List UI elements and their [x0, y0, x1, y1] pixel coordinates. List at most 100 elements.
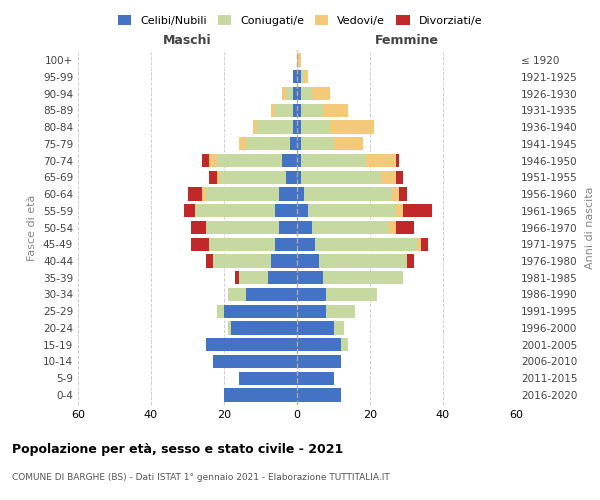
Bar	[326, 304, 355, 318]
Bar	[297, 338, 341, 351]
Bar	[184, 204, 195, 218]
Text: Maschi: Maschi	[163, 34, 212, 46]
Bar	[283, 87, 286, 100]
Bar	[301, 70, 304, 84]
Bar	[367, 154, 395, 167]
Bar	[293, 104, 297, 117]
Bar	[293, 70, 297, 84]
Bar	[220, 170, 286, 184]
Bar	[297, 137, 301, 150]
Text: Femmine: Femmine	[374, 34, 439, 46]
Bar	[297, 221, 311, 234]
Bar	[188, 188, 202, 200]
Bar	[301, 120, 330, 134]
Bar	[191, 221, 206, 234]
Bar	[268, 271, 297, 284]
Bar	[301, 87, 311, 100]
Bar	[202, 154, 209, 167]
Bar	[330, 120, 374, 134]
Bar	[235, 271, 239, 284]
Bar	[271, 254, 297, 268]
Bar	[275, 204, 297, 218]
Bar	[293, 120, 297, 134]
Bar	[319, 254, 407, 268]
Bar	[253, 120, 257, 134]
Bar	[301, 154, 367, 167]
Bar	[206, 254, 213, 268]
Bar	[217, 170, 220, 184]
Bar	[217, 154, 283, 167]
Bar	[297, 355, 341, 368]
Bar	[195, 204, 275, 218]
Bar	[392, 188, 399, 200]
Bar	[297, 322, 334, 334]
Bar	[191, 238, 209, 251]
Bar	[334, 322, 344, 334]
Bar	[239, 271, 268, 284]
Bar	[246, 288, 297, 301]
Bar	[246, 137, 290, 150]
Bar	[206, 221, 279, 234]
Bar	[297, 304, 326, 318]
Bar	[279, 221, 297, 234]
Y-axis label: Anni di nascita: Anni di nascita	[584, 186, 595, 269]
Bar	[301, 137, 334, 150]
Bar	[213, 355, 297, 368]
Bar	[326, 288, 377, 301]
Bar	[315, 238, 418, 251]
Bar	[209, 170, 217, 184]
Text: COMUNE DI BARGHE (BS) - Dati ISTAT 1° gennaio 2021 - Elaborazione TUTTITALIA.IT: COMUNE DI BARGHE (BS) - Dati ISTAT 1° ge…	[12, 472, 390, 482]
Bar	[418, 238, 421, 251]
Bar	[297, 170, 301, 184]
Bar	[224, 388, 297, 402]
Bar	[271, 104, 275, 117]
Bar	[227, 322, 232, 334]
Bar	[213, 254, 271, 268]
Bar	[395, 204, 403, 218]
Bar	[388, 221, 395, 234]
Text: Popolazione per età, sesso e stato civile - 2021: Popolazione per età, sesso e stato civil…	[12, 442, 343, 456]
Bar	[297, 104, 301, 117]
Bar	[297, 238, 315, 251]
Bar	[407, 254, 414, 268]
Bar	[283, 154, 297, 167]
Bar	[275, 104, 293, 117]
Bar	[297, 188, 304, 200]
Bar	[297, 254, 319, 268]
Bar	[279, 188, 297, 200]
Bar	[227, 288, 246, 301]
Bar	[395, 170, 403, 184]
Bar	[301, 104, 323, 117]
Bar	[297, 154, 301, 167]
Bar	[395, 221, 414, 234]
Bar	[381, 170, 395, 184]
Bar	[323, 104, 348, 117]
Bar	[341, 338, 348, 351]
Bar	[308, 204, 395, 218]
Bar	[403, 204, 432, 218]
Bar	[286, 170, 297, 184]
Bar	[209, 238, 275, 251]
Bar	[395, 154, 399, 167]
Bar	[311, 221, 388, 234]
Bar	[206, 338, 297, 351]
Bar	[304, 188, 392, 200]
Bar	[224, 304, 297, 318]
Bar	[257, 120, 293, 134]
Bar	[323, 271, 403, 284]
Bar	[206, 188, 279, 200]
Bar	[239, 137, 246, 150]
Legend: Celibi/Nubili, Coniugati/e, Vedovi/e, Divorziati/e: Celibi/Nubili, Coniugati/e, Vedovi/e, Di…	[113, 10, 487, 30]
Bar	[275, 238, 297, 251]
Bar	[239, 372, 297, 385]
Y-axis label: Fasce di età: Fasce di età	[28, 194, 37, 260]
Bar	[297, 372, 334, 385]
Bar	[304, 70, 308, 84]
Bar	[297, 271, 323, 284]
Bar	[202, 188, 206, 200]
Bar	[290, 137, 297, 150]
Bar	[209, 154, 217, 167]
Bar	[399, 188, 407, 200]
Bar	[217, 304, 224, 318]
Bar	[334, 137, 362, 150]
